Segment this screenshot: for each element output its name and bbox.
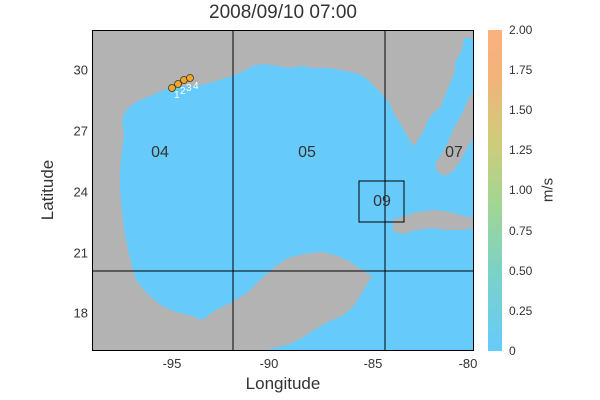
colorbar-tick: 0 [509, 344, 516, 358]
stations: 1 2 3 4 [168, 74, 199, 101]
station-marker-2[interactable] [174, 80, 182, 88]
x-tick-label: -95 [162, 356, 182, 371]
colorbar-tick: 1.00 [509, 183, 533, 197]
y-tick-label: 30 [73, 62, 88, 78]
domain-lines [92, 30, 474, 351]
land-cuba [392, 210, 474, 234]
station-marker-1[interactable] [168, 84, 176, 92]
station-marker-4[interactable] [186, 74, 194, 82]
land [92, 30, 474, 351]
x-tick-label: -80 [458, 356, 478, 371]
region-label-07: 07 [445, 144, 463, 161]
colorbar-tick: 1.25 [509, 143, 533, 157]
station-label-1: 1 [174, 90, 180, 101]
land-yucatan [92, 252, 372, 351]
x-tick-label: -90 [259, 356, 279, 371]
colorbar [488, 30, 502, 351]
x-axis-label: Longitude [245, 374, 321, 393]
x-tick-label: -85 [363, 356, 383, 371]
region-box-09 [358, 180, 405, 223]
colorbar-tick: 1.50 [509, 103, 533, 117]
colorbar-tick: 0.25 [509, 304, 533, 318]
colorbar-label: m/s [539, 177, 557, 203]
y-tick-label: 27 [73, 123, 88, 139]
land-north-coast [92, 30, 474, 351]
station-label-3: 3 [186, 83, 192, 94]
station-label-2: 2 [180, 86, 186, 97]
region-label-09: 09 [373, 193, 391, 210]
land-florida [436, 90, 474, 176]
y-tick-label: 21 [73, 245, 88, 261]
y-axis-label: Latitude [38, 159, 57, 221]
map-svg: 1 2 3 4 [92, 30, 474, 351]
map-plot-area: 1 2 3 4 04 05 07 09 [92, 30, 474, 351]
colorbar-tick: 2.00 [509, 23, 533, 37]
land-southwest [92, 270, 108, 351]
y-tick-label: 18 [73, 305, 88, 321]
region-label-05: 05 [298, 144, 316, 161]
colorbar-tick: 1.75 [509, 63, 533, 77]
region-label-04: 04 [151, 144, 169, 161]
y-tick-label: 24 [73, 184, 88, 200]
map-title: 2008/09/10 07:00 [209, 2, 357, 23]
station-label-4: 4 [193, 81, 199, 92]
colorbar-tick: 0.50 [509, 264, 533, 278]
colorbar-tick: 0.75 [509, 224, 533, 238]
